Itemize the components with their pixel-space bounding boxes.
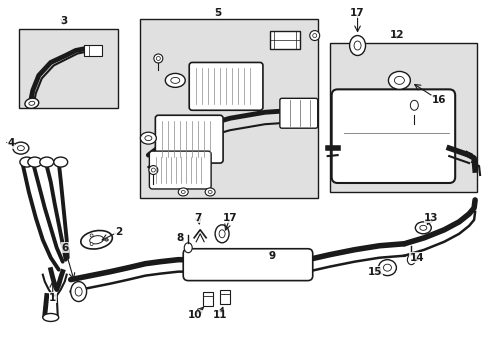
Text: 13: 13 <box>423 213 438 223</box>
Ellipse shape <box>75 287 82 296</box>
Ellipse shape <box>349 36 365 55</box>
Ellipse shape <box>20 157 34 167</box>
Ellipse shape <box>105 238 108 241</box>
Ellipse shape <box>18 146 24 150</box>
Ellipse shape <box>13 142 29 154</box>
Ellipse shape <box>205 188 215 196</box>
Ellipse shape <box>208 190 212 193</box>
Ellipse shape <box>151 168 155 172</box>
FancyBboxPatch shape <box>183 249 312 280</box>
Ellipse shape <box>409 100 417 110</box>
Text: 14: 14 <box>409 253 424 263</box>
Ellipse shape <box>156 57 160 60</box>
Text: 17: 17 <box>223 213 237 223</box>
Text: 3: 3 <box>60 15 67 26</box>
Text: 15: 15 <box>367 267 382 276</box>
FancyBboxPatch shape <box>331 89 454 183</box>
Text: 7: 7 <box>194 213 202 223</box>
Ellipse shape <box>378 260 396 276</box>
Bar <box>269 31 299 49</box>
Ellipse shape <box>90 243 93 246</box>
Ellipse shape <box>309 31 319 41</box>
Ellipse shape <box>90 234 93 237</box>
Ellipse shape <box>89 236 103 244</box>
Ellipse shape <box>140 132 156 144</box>
Ellipse shape <box>353 41 360 50</box>
Ellipse shape <box>181 190 185 193</box>
Ellipse shape <box>25 98 39 108</box>
Text: 10: 10 <box>187 310 202 320</box>
Ellipse shape <box>215 225 228 243</box>
Bar <box>19 28 118 108</box>
Ellipse shape <box>144 136 152 141</box>
Bar <box>83 45 102 57</box>
Ellipse shape <box>148 166 158 175</box>
Bar <box>140 19 317 198</box>
Text: 9: 9 <box>268 251 275 261</box>
Ellipse shape <box>414 222 430 234</box>
Ellipse shape <box>383 264 390 271</box>
FancyBboxPatch shape <box>279 98 317 128</box>
Ellipse shape <box>219 230 224 238</box>
FancyBboxPatch shape <box>189 62 263 110</box>
Text: 1: 1 <box>49 293 56 302</box>
Ellipse shape <box>29 101 35 105</box>
Text: 6: 6 <box>61 243 68 253</box>
Ellipse shape <box>28 157 41 167</box>
Ellipse shape <box>40 157 54 167</box>
Bar <box>203 292 213 306</box>
Ellipse shape <box>170 77 180 84</box>
Text: 2: 2 <box>115 227 122 237</box>
Bar <box>220 289 229 303</box>
Text: 4: 4 <box>7 138 15 148</box>
Text: 17: 17 <box>349 8 364 18</box>
Text: 11: 11 <box>212 310 227 320</box>
Ellipse shape <box>165 73 185 87</box>
Text: 5: 5 <box>214 8 221 18</box>
Ellipse shape <box>71 282 86 302</box>
Text: 16: 16 <box>431 95 446 105</box>
Ellipse shape <box>387 71 409 89</box>
FancyBboxPatch shape <box>149 151 211 189</box>
Ellipse shape <box>54 157 67 167</box>
Ellipse shape <box>184 243 192 253</box>
Ellipse shape <box>154 54 163 63</box>
Ellipse shape <box>178 188 188 196</box>
Ellipse shape <box>407 255 414 265</box>
Bar <box>329 42 476 192</box>
Ellipse shape <box>312 33 316 37</box>
Ellipse shape <box>394 76 404 84</box>
Text: 8: 8 <box>176 233 183 243</box>
Ellipse shape <box>81 230 112 249</box>
Text: 12: 12 <box>389 30 404 40</box>
FancyBboxPatch shape <box>155 115 223 163</box>
Ellipse shape <box>42 314 59 321</box>
Ellipse shape <box>419 225 426 230</box>
